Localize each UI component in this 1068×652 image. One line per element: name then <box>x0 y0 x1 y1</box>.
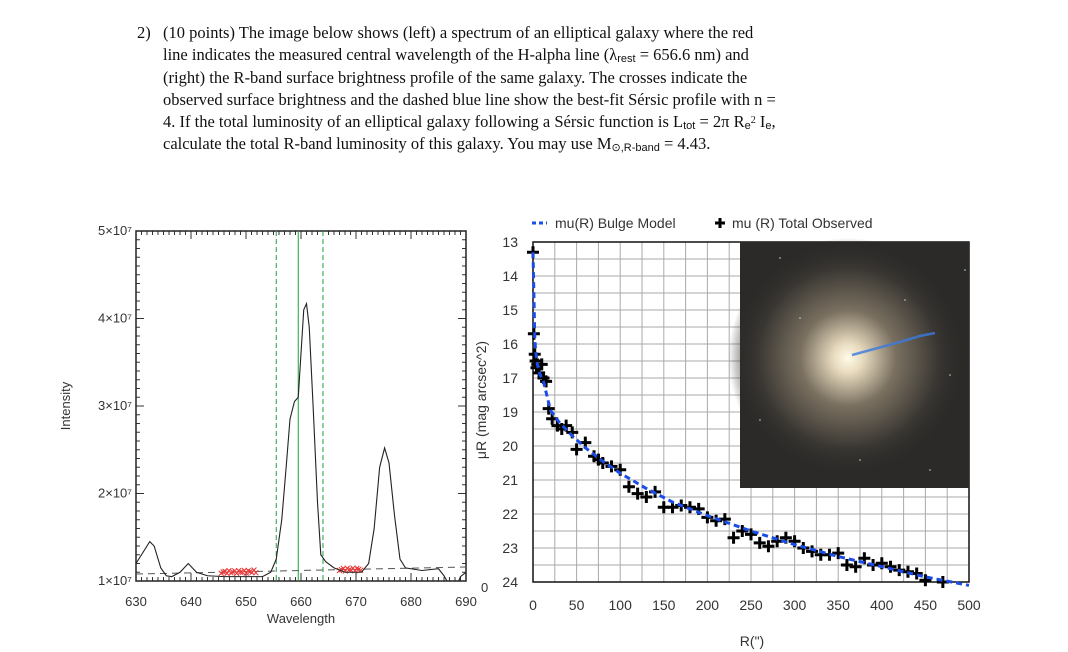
x-tick-label: 350 <box>827 597 851 613</box>
x-tick-label: 150 <box>652 597 676 613</box>
star <box>859 459 861 461</box>
y-tick-label: 19 <box>502 404 518 420</box>
red-marker <box>253 569 259 576</box>
observed-point <box>727 531 740 544</box>
question-line: line indicates the measured central wave… <box>163 45 749 66</box>
star <box>759 419 761 421</box>
question-line: (10 points) The image below shows (left)… <box>163 23 754 42</box>
x-tick-label: 400 <box>870 597 894 613</box>
y-tick-label: 3×10⁷ <box>98 398 132 413</box>
observed-point <box>806 545 819 558</box>
y-tick-label: 21 <box>502 472 518 488</box>
x-tick-label: 450 <box>914 597 938 613</box>
question-number: 2) <box>137 23 151 42</box>
observed-point <box>832 547 845 560</box>
y-tick-label: 13 <box>502 234 518 250</box>
observed-point <box>919 574 932 587</box>
x-tick-label: 200 <box>696 597 720 613</box>
galaxy-image <box>728 238 969 488</box>
red-marker <box>220 569 227 575</box>
observed-point <box>762 540 775 553</box>
star <box>929 469 931 471</box>
observed-point <box>736 525 749 537</box>
legend-label-observed: mu (R) Total Observed <box>732 215 873 231</box>
star <box>904 299 906 301</box>
y-tick-label: 14 <box>502 268 518 284</box>
y-tick-label: 1×10⁷ <box>98 573 132 588</box>
continuum-line <box>135 566 467 575</box>
plot-frame <box>135 230 467 582</box>
y-tick-label: 5×10⁷ <box>98 223 132 238</box>
question-line: 4. If the total luminosity of an ellipti… <box>163 112 776 133</box>
observed-point <box>622 480 635 493</box>
y-axis-label: Intensity <box>58 381 73 430</box>
y-tick-label: 24 <box>502 574 518 590</box>
observed-point <box>631 487 644 500</box>
galaxy-jet <box>851 331 936 357</box>
observed-point <box>640 491 653 503</box>
red-marker <box>237 569 244 576</box>
observed-point <box>570 443 583 456</box>
observed-point <box>840 559 853 571</box>
x-tick-label: 630 <box>125 594 147 609</box>
observed-point <box>745 528 757 541</box>
legend-cross-icon <box>715 218 725 228</box>
red-marker <box>228 569 234 576</box>
y-tick-label: 16 <box>502 336 518 352</box>
x-axis-label: R(") <box>740 633 764 649</box>
star <box>779 257 781 259</box>
x-tick-label: 50 <box>569 597 585 613</box>
x-axis-label: Wavelength <box>267 611 335 626</box>
y-tick-label: 15 <box>502 302 518 318</box>
x-tick-label: 650 <box>235 594 257 609</box>
galaxy-glow <box>728 238 968 478</box>
x-tick-label: 680 <box>400 594 422 609</box>
y-tick-label: 17 <box>502 370 518 386</box>
x-tick-label: 640 <box>180 594 202 609</box>
x-tick-label: 0 <box>529 597 537 613</box>
star <box>949 374 951 376</box>
observed-point <box>753 536 766 549</box>
observed-point <box>884 560 897 573</box>
star <box>964 269 966 271</box>
observed-point <box>683 501 696 514</box>
red-marker <box>233 570 240 577</box>
stray-zero-label: 0 <box>481 580 488 595</box>
x-tick-label: 100 <box>609 597 633 613</box>
spectrum-line <box>136 301 466 581</box>
x-tick-label: 690 <box>455 594 477 609</box>
y-tick-label: 23 <box>502 540 518 556</box>
y-tick-label: 22 <box>502 506 518 522</box>
observed-point <box>701 511 714 524</box>
observed-point <box>540 375 553 388</box>
x-tick-label: 500 <box>957 597 981 613</box>
question-line: observed surface brightness and the dash… <box>163 89 776 109</box>
red-marker <box>251 567 257 573</box>
y-tick-label: 20 <box>502 438 518 454</box>
observed-point <box>849 560 862 573</box>
star <box>799 317 801 319</box>
y-tick-label: 4×10⁷ <box>98 311 132 326</box>
model-line <box>531 252 970 587</box>
x-tick-label: 250 <box>739 597 763 613</box>
y-axis-label: μR (mag arcsec^2) <box>473 341 489 459</box>
question-line: calculate the total R-band luminosity of… <box>163 134 711 155</box>
x-tick-label: 660 <box>290 594 312 609</box>
red-marker <box>346 567 352 573</box>
y-tick-label: 2×10⁷ <box>98 486 132 501</box>
question-line: (right) the R-band surface brightness pr… <box>163 67 748 87</box>
legend-label-model: mu(R) Bulge Model <box>555 215 676 231</box>
x-tick-label: 670 <box>345 594 367 609</box>
x-tick-label: 300 <box>783 597 807 613</box>
